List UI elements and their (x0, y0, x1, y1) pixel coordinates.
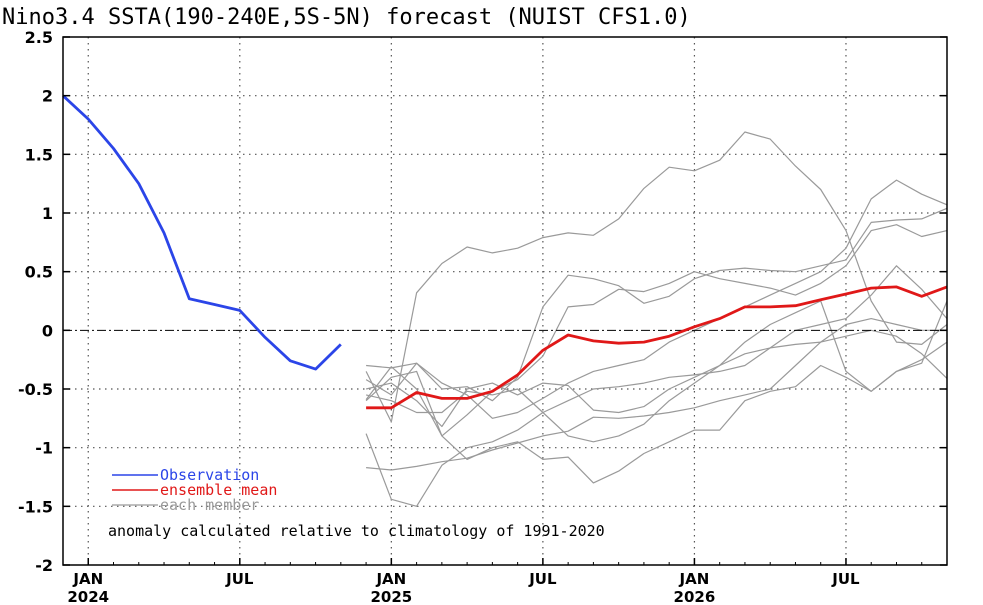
x-tick-label: JAN (375, 570, 406, 588)
y-tick-label: 2 (42, 87, 53, 106)
member-line (365, 224, 948, 437)
y-tick-label: -2 (35, 556, 53, 575)
grid (63, 37, 947, 565)
climatology-note: anomaly calculated relative to climatolo… (108, 522, 605, 540)
member-lines (365, 131, 948, 507)
y-tick-label: 2.5 (25, 28, 53, 47)
ensemble-mean-line (366, 285, 948, 410)
y-tick-label: 1 (42, 204, 53, 223)
plot-frame (62, 36, 948, 566)
legend-label: Observation (160, 466, 259, 484)
x-tick-label: JAN (679, 570, 710, 588)
y-tick-label: 0.5 (25, 263, 53, 282)
member-line (365, 207, 948, 402)
y-tick-label: 1.5 (25, 145, 53, 164)
member-line (366, 318, 947, 471)
main-lines (62, 94, 948, 410)
x-tick-label: JAN (72, 570, 103, 588)
x-tick-label: JUL (831, 570, 860, 588)
x-tick-label: JUL (528, 570, 557, 588)
legend-label: ensemble mean (160, 481, 277, 499)
member-line (365, 341, 948, 484)
y-tick-label: -1.5 (18, 497, 53, 516)
member-line (365, 131, 948, 423)
member-line (365, 300, 948, 443)
chart-title: Nino3.4 SSTA(190-240E,5S-5N) forecast (N… (2, 5, 691, 30)
member-line (366, 179, 948, 419)
x-tick-year: 2025 (370, 588, 412, 605)
y-tick-label: -1 (35, 439, 53, 458)
y-tick-label: -0.5 (18, 380, 53, 399)
x-tick-year: 2024 (67, 588, 109, 605)
y-axis-ticks: 2.5 2 1.5 1 0.5 0 -0.5 -1 -1.5 -2 (18, 28, 947, 575)
legend-label: each member (160, 496, 259, 514)
observation-line (62, 94, 342, 371)
x-tick-year: 2026 (674, 588, 716, 605)
member-line (365, 265, 948, 507)
x-tick-label: JUL (225, 570, 254, 588)
y-tick-label: 0 (42, 321, 53, 340)
